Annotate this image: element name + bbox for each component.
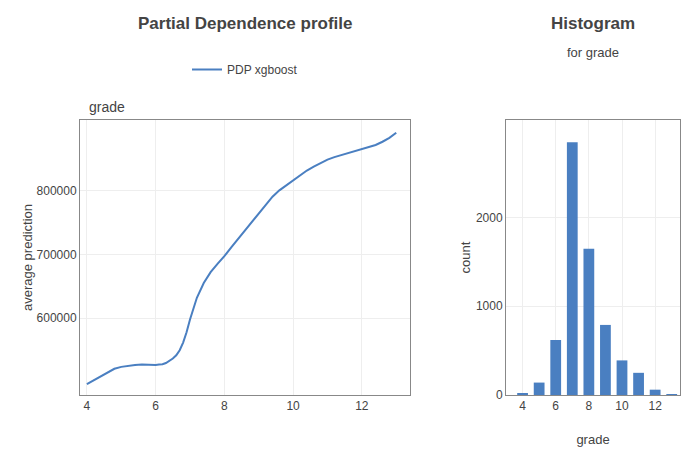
svg-text:grade: grade bbox=[576, 432, 609, 447]
svg-text:700000: 700000 bbox=[37, 248, 77, 262]
svg-text:8: 8 bbox=[586, 399, 593, 413]
svg-text:2000: 2000 bbox=[476, 211, 503, 225]
svg-text:8: 8 bbox=[221, 399, 228, 413]
svg-text:Histogram: Histogram bbox=[551, 14, 635, 33]
svg-text:average prediction: average prediction bbox=[20, 204, 35, 311]
svg-text:4: 4 bbox=[519, 399, 526, 413]
svg-text:12: 12 bbox=[355, 399, 369, 413]
svg-text:PDP xgboost: PDP xgboost bbox=[227, 63, 297, 77]
svg-text:count: count bbox=[458, 241, 473, 273]
svg-text:10: 10 bbox=[615, 399, 629, 413]
svg-text:6: 6 bbox=[152, 399, 159, 413]
svg-text:600000: 600000 bbox=[37, 311, 77, 325]
svg-text:Partial Dependence profile: Partial Dependence profile bbox=[138, 14, 352, 33]
svg-text:800000: 800000 bbox=[37, 184, 77, 198]
svg-text:6: 6 bbox=[552, 399, 559, 413]
svg-text:1000: 1000 bbox=[476, 299, 503, 313]
svg-text:for grade: for grade bbox=[567, 45, 619, 60]
svg-text:10: 10 bbox=[286, 399, 300, 413]
svg-text:0: 0 bbox=[496, 388, 503, 402]
svg-text:grade: grade bbox=[89, 99, 125, 115]
svg-text:4: 4 bbox=[84, 399, 91, 413]
svg-text:12: 12 bbox=[648, 399, 662, 413]
